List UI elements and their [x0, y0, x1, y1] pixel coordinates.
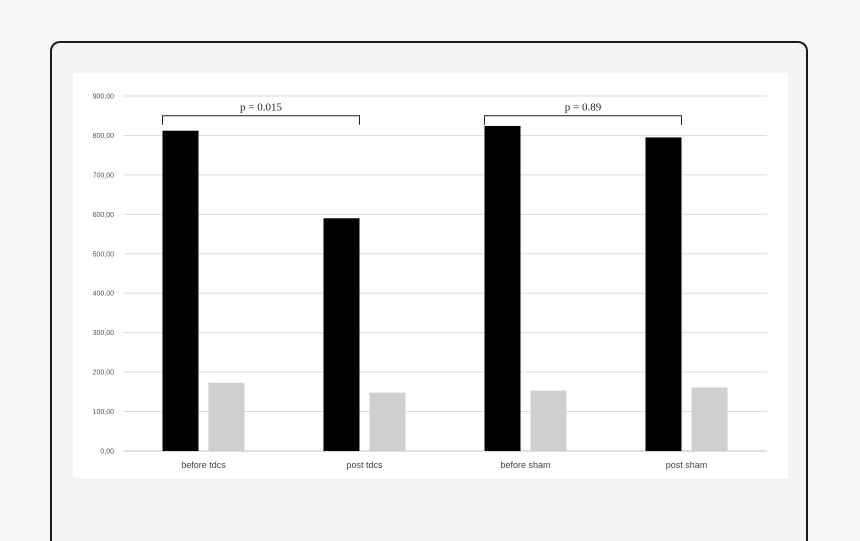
bar-series-2 — [691, 387, 728, 451]
x-category-label: post tdcs — [346, 460, 383, 470]
bar-series-2 — [530, 390, 567, 451]
y-tick-label: 900,00 — [93, 94, 115, 101]
bar-series-2 — [208, 382, 245, 451]
y-tick-label: 800,00 — [93, 133, 115, 140]
significance-bracket — [484, 115, 682, 125]
bar-series-1 — [323, 218, 360, 451]
x-category-label: before tdcs — [181, 460, 226, 470]
bars — [162, 125, 728, 451]
y-tick-label: 0,00 — [100, 449, 114, 456]
p-value-label: p = 0.89 — [565, 102, 602, 114]
x-axis-labels: before tdcs post tdcs before sham post sham — [181, 460, 707, 470]
significance-annotations: p = 0.015 p = 0.89 — [162, 102, 682, 125]
bar-series-1 — [162, 130, 199, 451]
bar-series-1 — [484, 125, 521, 451]
bar-series-1 — [645, 137, 682, 451]
significance-bracket — [162, 115, 360, 125]
x-category-label: before sham — [500, 460, 550, 470]
y-tick-label: 600,00 — [93, 212, 115, 219]
y-tick-label: 400,00 — [93, 291, 115, 298]
p-value-label: p = 0.015 — [240, 102, 282, 114]
x-category-label: post sham — [666, 460, 708, 470]
chart-panel: 0,00 100,00 200,00 300,00 400,00 500,00 600,00… — [73, 73, 788, 478]
y-tick-label: 500,00 — [93, 251, 115, 258]
y-tick-label: 100,00 — [93, 409, 115, 416]
y-tick-label: 300,00 — [93, 330, 115, 337]
y-axis-ticks: 0,00 100,00 200,00 300,00 400,00 500,00 600,00… — [93, 94, 115, 456]
y-tick-label: 200,00 — [93, 370, 115, 377]
y-tick-label: 700,00 — [93, 172, 115, 179]
bar-chart: 0,00 100,00 200,00 300,00 400,00 500,00 600,00… — [93, 94, 767, 470]
bar-series-2 — [369, 392, 406, 451]
